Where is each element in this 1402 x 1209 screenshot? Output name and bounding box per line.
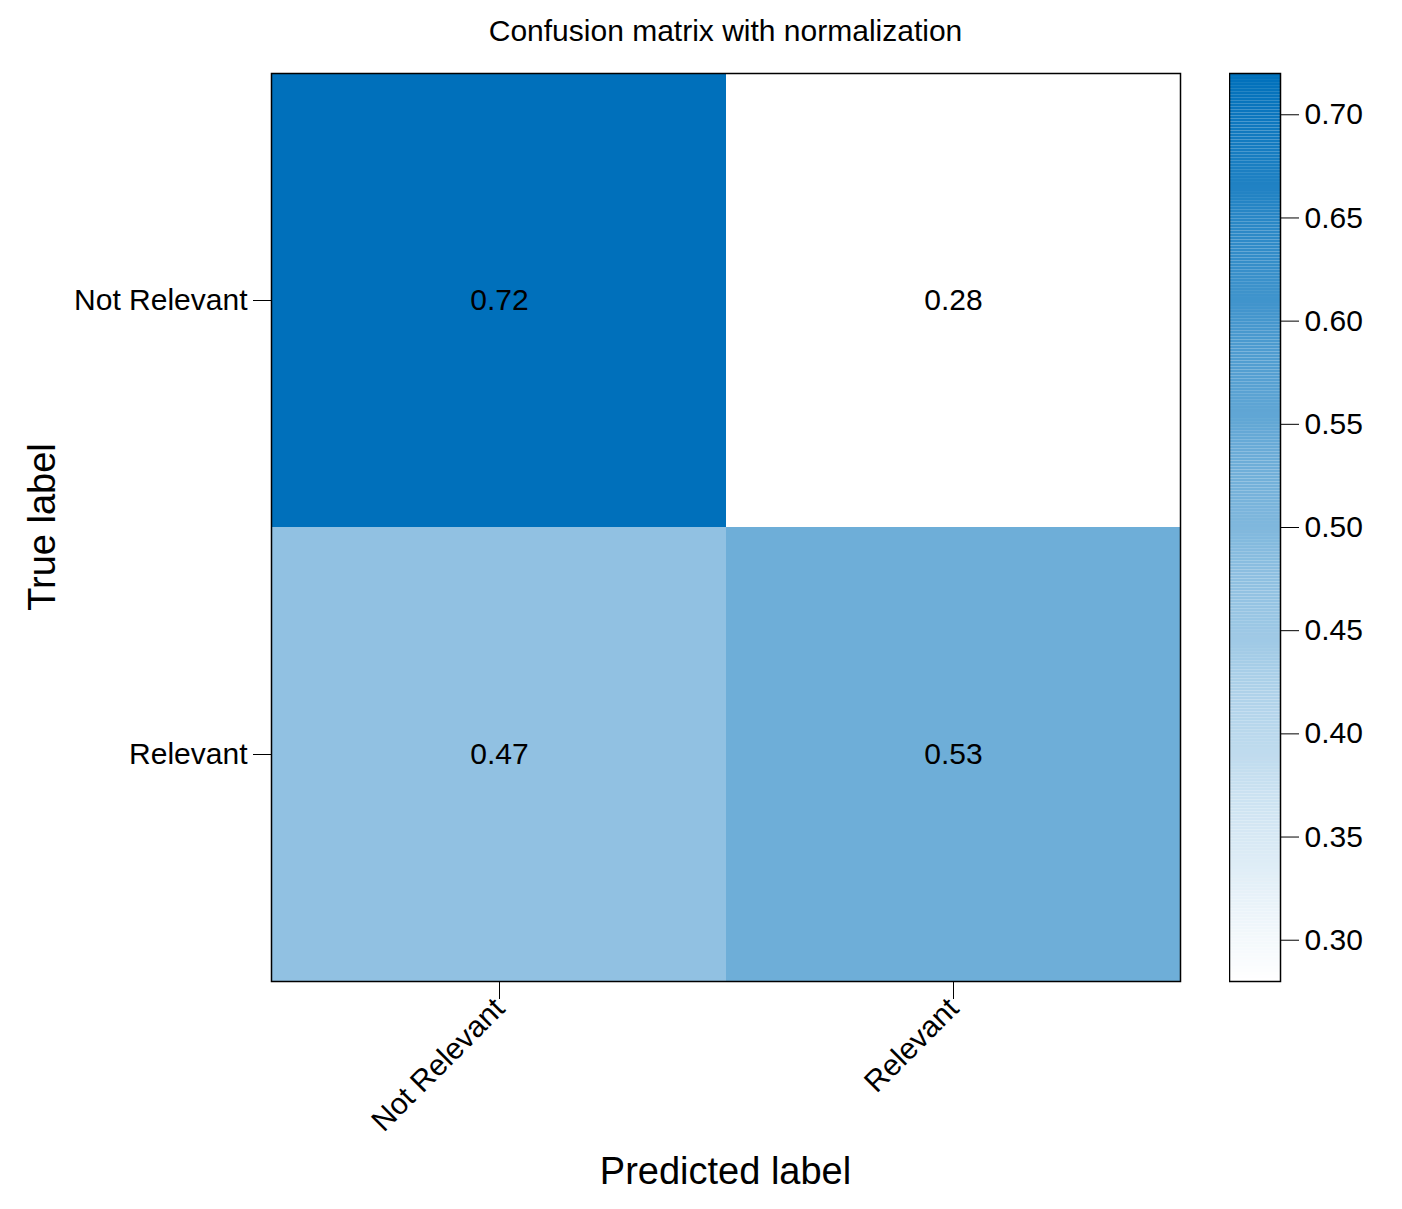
html-text:Predicted label: Predicted label bbox=[599, 1150, 852, 1192]
svg-text:0.45: 0.45 bbox=[1305, 613, 1363, 646]
svg-text:Relevant: Relevant bbox=[129, 737, 248, 770]
svg-text:0.30: 0.30 bbox=[1305, 923, 1363, 956]
svg-text:0.40: 0.40 bbox=[1305, 716, 1363, 749]
svg-text:Relevant: Relevant bbox=[857, 991, 965, 1099]
html-text:True label: True label bbox=[20, 443, 63, 611]
svg-text:0.60: 0.60 bbox=[1305, 304, 1363, 337]
svg-text:0.53: 0.53 bbox=[924, 737, 982, 770]
svg-text:0.70: 0.70 bbox=[1305, 97, 1363, 130]
svg-text:0.72: 0.72 bbox=[470, 283, 528, 316]
svg-text:Not Relevant: Not Relevant bbox=[74, 283, 248, 316]
svg-text:0.47: 0.47 bbox=[470, 737, 528, 770]
svg-text:0.50: 0.50 bbox=[1305, 510, 1363, 543]
svg-text:0.65: 0.65 bbox=[1305, 201, 1363, 234]
html-text:Confusion matrix with normaliz: Confusion matrix with normalization bbox=[488, 14, 963, 47]
svg-text:0.35: 0.35 bbox=[1305, 820, 1363, 853]
svg-text:0.55: 0.55 bbox=[1305, 407, 1363, 440]
svg-text:Not Relevant: Not Relevant bbox=[365, 991, 511, 1137]
svg-text:0.28: 0.28 bbox=[924, 283, 982, 316]
